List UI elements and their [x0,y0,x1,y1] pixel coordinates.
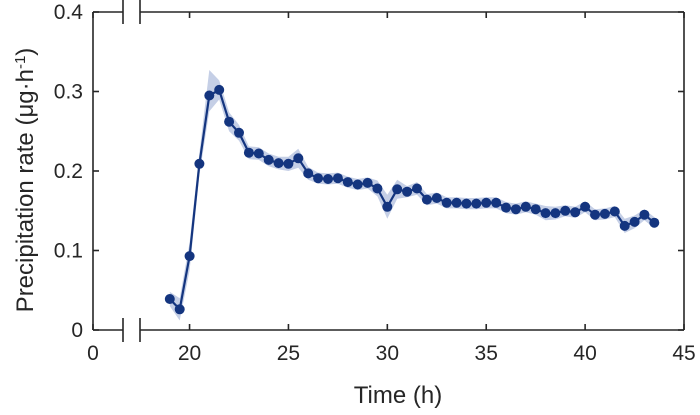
x-tick-label: 30 [376,342,399,365]
data-point [421,194,432,205]
error-band [169,70,655,321]
data-point [550,208,561,219]
data-point [283,158,294,169]
x-tick-label: 40 [573,342,596,365]
data-point [184,251,195,262]
data-point [243,147,254,158]
data-point [431,193,442,203]
data-point [520,201,531,212]
x-tick-label: 0 [87,342,99,365]
y-axis-title: Precipitation rate (μg·h-1) [12,48,40,313]
data-point [639,209,650,220]
data-point [501,202,511,213]
series-line-layer [169,88,655,311]
x-tick-label: 25 [277,342,300,365]
data-points-layer [164,84,660,315]
data-point [491,197,502,208]
y-tick-label: 0 [71,319,83,342]
x-tick-label: 45 [672,342,695,365]
data-point [313,173,324,184]
data-point [540,208,551,219]
data-point [560,205,571,216]
data-point [204,90,215,101]
x-tick-label: 20 [178,342,201,365]
data-point [372,183,383,194]
y-tick-label: 0.2 [54,160,83,183]
series-line [169,88,655,311]
data-point [402,186,413,197]
data-point [629,216,640,227]
y-axis-title-close: ) [12,48,39,56]
data-point [342,177,353,188]
error-band-layer [169,70,655,321]
data-point [481,197,492,208]
data-point [214,84,225,95]
tick-labels: 0 20 25 30 35 40 45 0 0.1 0.2 0.3 0.4 [54,1,696,365]
data-point [609,206,620,217]
data-point [323,174,333,184]
y-tick-label: 0.1 [54,240,83,263]
data-point [441,197,452,208]
y-axis-title-superscript: -1 [12,56,29,69]
data-point [263,154,274,165]
y-axis-title-main: Precipitation rate (μg·h [12,69,39,312]
data-point [451,197,462,208]
data-point [293,153,304,164]
data-point [461,198,472,209]
data-point [352,179,363,190]
y-tick-label: 0.3 [54,81,83,104]
data-point [590,209,600,220]
axes [92,0,685,342]
y-tick-label: 0.4 [54,1,84,24]
data-point [392,184,403,195]
data-point [619,220,630,231]
data-point [234,127,244,138]
data-point [382,201,393,212]
data-point [253,148,264,159]
data-point [332,173,343,184]
data-point [303,168,314,179]
data-point [530,204,541,215]
x-tick-label: 35 [475,342,498,365]
data-point [412,183,422,194]
data-point [570,207,581,218]
data-point [471,198,482,209]
data-point [273,158,284,169]
x-axis-title: Time (h) [354,382,442,409]
data-point [194,158,205,169]
data-point [580,201,591,212]
data-point [224,116,235,127]
data-point [510,204,521,215]
data-point [649,217,660,228]
data-point [362,177,373,188]
data-point [164,294,175,304]
data-point [174,304,185,315]
data-point [599,208,610,219]
